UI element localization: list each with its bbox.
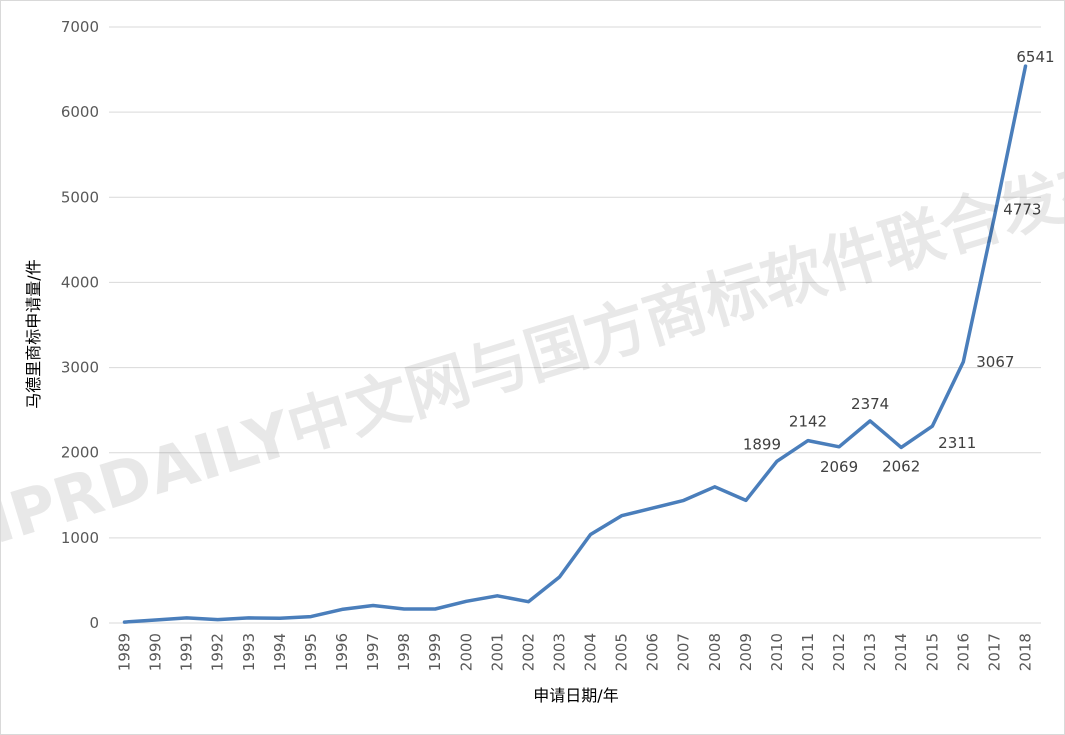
x-tick-label: 1993 <box>240 633 258 671</box>
data-label: 2374 <box>851 395 889 413</box>
x-tick-label: 1992 <box>209 633 227 671</box>
x-tick-label: 1991 <box>178 633 196 671</box>
x-tick-label: 2005 <box>613 633 631 671</box>
x-tick-label: 1989 <box>116 633 134 671</box>
y-tick-label: 7000 <box>61 18 99 36</box>
series-line <box>122 64 1028 624</box>
y-tick-labels: 0 1000 2000 3000 4000 5000 6000 7000 <box>61 18 99 632</box>
x-tick-label: 2011 <box>799 633 817 671</box>
data-label: 4773 <box>1003 201 1041 219</box>
x-tick-label: 1998 <box>395 633 413 671</box>
watermark: IPRDAILY中文网与国方商标软件联合发布 <box>1 143 1064 558</box>
x-tick-label: 2013 <box>861 633 879 671</box>
data-label: 2062 <box>882 457 920 475</box>
x-tick-label: 2002 <box>519 633 537 671</box>
x-tick-label: 2012 <box>830 633 848 671</box>
y-tick-label: 0 <box>89 614 99 632</box>
x-tick-label: 2016 <box>954 633 972 671</box>
y-tick-label: 6000 <box>61 103 99 121</box>
x-tick-label: 2001 <box>488 633 506 671</box>
x-tick-label: 2003 <box>550 633 568 671</box>
x-tick-label: 2014 <box>892 633 910 671</box>
x-tick-label: 2018 <box>1016 633 1034 671</box>
x-tick-labels: 1989 1990 1991 1992 1993 1994 1995 1996 1997 1998… <box>116 633 1035 671</box>
x-tick-label: 1999 <box>426 633 444 671</box>
x-tick-label: 2010 <box>768 633 786 671</box>
x-tick-label: 2009 <box>737 633 755 671</box>
y-tick-label: 2000 <box>61 444 99 462</box>
data-label: 2142 <box>789 413 827 431</box>
y-axis-title: 马德里商标申请量/件 <box>24 259 43 408</box>
gridlines <box>109 26 1041 624</box>
data-label: 3067 <box>976 353 1014 371</box>
x-axis-title: 申请日期/年 <box>533 686 618 705</box>
x-tick-label: 2004 <box>582 633 600 671</box>
y-tick-label: 1000 <box>61 529 99 547</box>
x-tick-label: 2000 <box>457 633 475 671</box>
x-tick-label: 1995 <box>302 633 320 671</box>
x-tick-label: 2015 <box>923 633 941 671</box>
x-tick-label: 2006 <box>644 633 662 671</box>
data-label: 1899 <box>743 435 781 453</box>
y-tick-label: 3000 <box>61 359 99 377</box>
x-tick-label: 1997 <box>364 633 382 671</box>
x-tick-label: 2017 <box>985 633 1003 671</box>
data-labels: 1899 2142 2069 2374 2062 2311 3067 4773 6541 <box>743 48 1055 476</box>
y-tick-label: 4000 <box>61 273 99 291</box>
data-label: 6541 <box>1016 48 1054 66</box>
series-line-path <box>122 64 1028 624</box>
data-label: 2069 <box>820 458 858 476</box>
x-tick-label: 2007 <box>675 633 693 671</box>
data-label: 2311 <box>938 434 976 452</box>
x-tick-label: 1994 <box>271 633 289 671</box>
x-tick-label: 1990 <box>147 633 165 671</box>
y-tick-label: 5000 <box>61 188 99 206</box>
x-tick-label: 2008 <box>706 633 724 671</box>
x-tick-label: 1996 <box>333 633 351 671</box>
